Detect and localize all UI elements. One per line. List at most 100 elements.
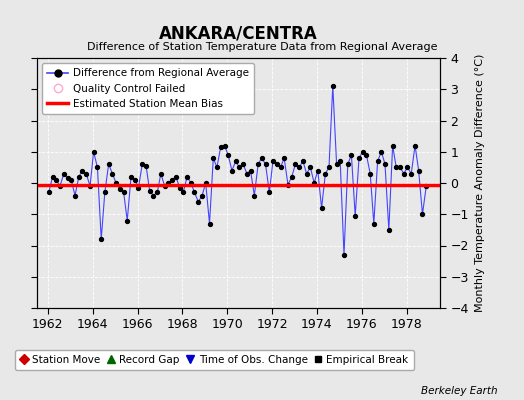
Point xyxy=(216,144,225,150)
Point xyxy=(344,161,352,168)
Point xyxy=(381,161,389,168)
Point xyxy=(97,236,105,242)
Point xyxy=(374,158,382,164)
Point xyxy=(160,183,169,189)
Point xyxy=(209,155,217,161)
Point xyxy=(329,83,337,89)
Point xyxy=(232,158,240,164)
Point xyxy=(269,158,277,164)
Point xyxy=(246,167,255,174)
Point xyxy=(82,170,91,177)
Point xyxy=(362,152,370,158)
Point xyxy=(205,220,214,227)
Point xyxy=(213,164,221,170)
Point xyxy=(142,163,150,169)
Point xyxy=(101,189,109,196)
Point xyxy=(392,164,400,170)
Point xyxy=(194,198,202,205)
Point xyxy=(411,142,419,149)
Point xyxy=(67,177,75,183)
Point xyxy=(400,170,408,177)
Point xyxy=(138,161,146,168)
Y-axis label: Monthly Temperature Anomaly Difference (°C): Monthly Temperature Anomaly Difference (… xyxy=(475,54,485,312)
Point xyxy=(78,167,86,174)
Text: Difference of Station Temperature Data from Regional Average: Difference of Station Temperature Data f… xyxy=(87,42,437,52)
Point xyxy=(74,174,83,180)
Point xyxy=(358,148,367,155)
Point xyxy=(202,180,210,186)
Point xyxy=(355,155,363,161)
Point xyxy=(403,164,412,170)
Point xyxy=(119,189,128,196)
Point xyxy=(168,177,176,183)
Point xyxy=(366,170,375,177)
Point xyxy=(116,186,124,192)
Point xyxy=(313,167,322,174)
Point xyxy=(149,192,158,199)
Point xyxy=(86,183,94,189)
Point xyxy=(198,192,206,199)
Point xyxy=(157,170,165,177)
Point xyxy=(235,164,244,170)
Point xyxy=(299,158,307,164)
Point xyxy=(377,148,386,155)
Point xyxy=(220,142,228,149)
Point xyxy=(302,170,311,177)
Point xyxy=(414,167,423,174)
Point xyxy=(265,189,274,196)
Point xyxy=(280,155,288,161)
Point xyxy=(396,164,404,170)
Point xyxy=(243,170,251,177)
Text: Berkeley Earth: Berkeley Earth xyxy=(421,386,498,396)
Point xyxy=(56,183,64,189)
Point xyxy=(172,174,180,180)
Point xyxy=(179,189,188,196)
Point xyxy=(347,152,356,158)
Point xyxy=(130,177,139,183)
Point xyxy=(388,142,397,149)
Point xyxy=(321,170,330,177)
Point xyxy=(332,161,341,168)
Point xyxy=(190,189,199,196)
Point xyxy=(224,152,232,158)
Point xyxy=(257,155,266,161)
Point xyxy=(90,148,98,155)
Point xyxy=(165,180,173,186)
Point xyxy=(108,170,117,177)
Point xyxy=(71,192,79,199)
Point xyxy=(123,217,132,224)
Point xyxy=(45,189,53,196)
Point xyxy=(104,161,113,168)
Point xyxy=(254,161,263,168)
Point xyxy=(336,158,344,164)
Point xyxy=(112,180,120,186)
Point xyxy=(48,174,57,180)
Point xyxy=(272,161,281,168)
Point xyxy=(407,170,416,177)
Point xyxy=(385,227,393,233)
Point xyxy=(146,188,154,194)
Point xyxy=(52,177,61,183)
Point xyxy=(183,174,191,180)
Title: ANKARA/CENTRA: ANKARA/CENTRA xyxy=(159,24,318,42)
Point xyxy=(291,161,300,168)
Point xyxy=(422,183,430,189)
Point xyxy=(306,164,314,170)
Point xyxy=(187,180,195,186)
Point xyxy=(276,164,285,170)
Point xyxy=(250,192,258,199)
Point xyxy=(93,164,102,170)
Point xyxy=(351,213,359,219)
Point xyxy=(60,170,68,177)
Point xyxy=(134,184,143,191)
Point xyxy=(310,180,319,186)
Point xyxy=(261,161,270,168)
Point xyxy=(418,211,427,218)
Point xyxy=(325,164,333,170)
Point xyxy=(318,205,326,211)
Point xyxy=(63,175,72,182)
Point xyxy=(295,164,303,170)
Legend: Station Move, Record Gap, Time of Obs. Change, Empirical Break: Station Move, Record Gap, Time of Obs. C… xyxy=(15,350,413,370)
Point xyxy=(288,174,296,180)
Point xyxy=(153,189,161,196)
